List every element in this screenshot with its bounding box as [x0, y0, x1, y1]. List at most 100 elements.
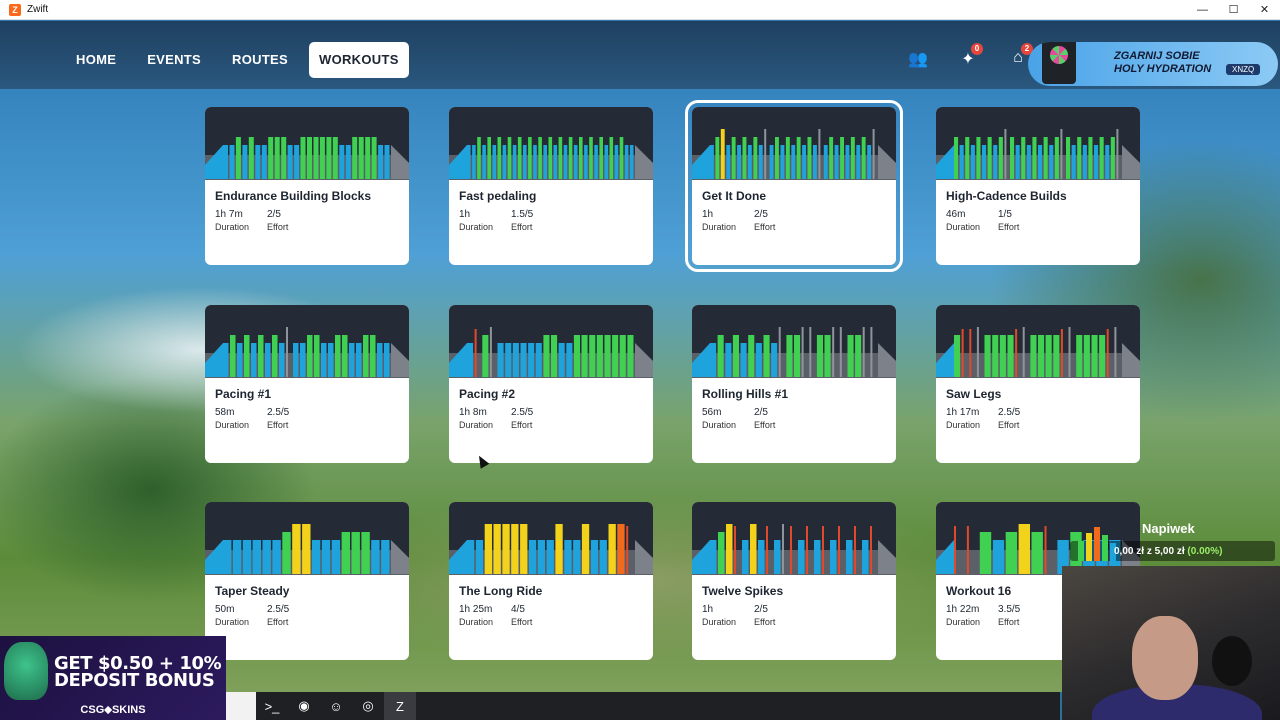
profile-interval-bar	[834, 145, 839, 179]
workout-card[interactable]: Rolling Hills #1 56m Duration 2/5 Effort	[692, 305, 896, 463]
profile-interval-bar	[806, 526, 808, 574]
profile-interval-bar	[251, 343, 257, 377]
profile-interval-bar	[627, 335, 634, 377]
tab-routes[interactable]: ROUTES	[232, 52, 289, 67]
profile-interval-bar	[850, 137, 855, 179]
workout-effort: 2.5/5 Effort	[511, 407, 533, 430]
warmup-ramp	[205, 145, 223, 179]
tip-progress-bar	[1070, 541, 1275, 561]
workout-card[interactable]: High-Cadence Builds 46m Duration 1/5 Effort	[936, 107, 1140, 265]
profile-interval-bar	[839, 327, 842, 377]
profile-interval-bar	[1105, 145, 1110, 179]
workout-card[interactable]: Endurance Building Blocks 1h 7m Duration 2/…	[205, 107, 409, 265]
tip-jar-icon	[1078, 527, 1116, 561]
close-icon[interactable]: ✕	[1259, 4, 1270, 16]
workout-card[interactable]: Saw Legs 1h 17m Duration 2.5/5 Effort	[936, 305, 1140, 463]
zwift-icon[interactable]: Z	[384, 692, 416, 720]
workout-effort: 2.5/5 Effort	[998, 407, 1020, 430]
profile-interval-bar	[798, 540, 805, 574]
workout-duration-value: 1h 7m	[215, 209, 243, 220]
profile-interval-bar	[614, 145, 619, 179]
profile-interval-bar	[261, 145, 267, 179]
garage-icon[interactable]: ⌂ 2	[1005, 43, 1033, 71]
profile-interval-bar	[1114, 327, 1117, 377]
workout-name: Rolling Hills #1	[702, 387, 789, 401]
profile-interval-bar	[558, 137, 563, 179]
workout-duration-label: Duration	[215, 222, 250, 232]
tab-workouts[interactable]: WORKOUTS	[309, 42, 409, 78]
profile-interval-bar	[523, 145, 527, 179]
nav-tabs: HOME EVENTS ROUTES WORKOUTS	[66, 42, 420, 78]
profile-interval-bar	[282, 532, 291, 574]
warmup-ramp	[449, 145, 467, 179]
webcam-person-head	[1132, 616, 1198, 700]
ride-ons-icon[interactable]: ✦ 0	[955, 43, 983, 71]
profile-interval-bar	[809, 327, 812, 377]
minimize-icon[interactable]: —	[1197, 4, 1208, 16]
profile-interval-bar	[1077, 137, 1082, 179]
workout-effort-label: Effort	[998, 420, 1020, 430]
obs-icon[interactable]: ◎	[362, 698, 374, 713]
profile-interval-bar	[845, 145, 850, 179]
workout-card[interactable]: Pacing #1 58m Duration 2.5/5 Effort	[205, 305, 409, 463]
friends-icon[interactable]: 👥	[908, 51, 928, 68]
profile-interval-bar	[824, 335, 831, 377]
profile-interval-bar	[300, 137, 306, 179]
workout-duration-label: Duration	[702, 617, 737, 627]
profile-interval-bar	[609, 137, 614, 179]
profile-interval-bar	[740, 343, 747, 377]
profile-interval-bar	[753, 137, 758, 179]
profile-interval-bar	[1022, 327, 1025, 377]
profile-interval-bar	[356, 343, 362, 377]
profile-interval-bar	[954, 137, 959, 179]
workout-duration: 1h Duration	[459, 209, 493, 232]
warmup-ramp	[449, 343, 467, 377]
profile-interval-bar	[489, 327, 492, 377]
profile-interval-bar	[807, 137, 812, 179]
tab-home[interactable]: HOME	[76, 52, 117, 67]
warmup-ramp	[936, 145, 954, 179]
workout-card[interactable]: Get It Done 1h Duration 2/5 Effort	[685, 100, 903, 272]
workout-card[interactable]: Pacing #2 1h 8m Duration 2.5/5 Effort	[449, 305, 653, 463]
profile-interval-bar	[870, 526, 872, 574]
profile-interval-bar	[604, 335, 611, 377]
discord-icon[interactable]: ☺	[329, 698, 343, 714]
profile-interval-bar	[758, 145, 763, 179]
workout-card[interactable]: The Long Ride 1h 25m Duration 4/5 Effort	[449, 502, 653, 660]
chrome-icon[interactable]: ◉	[298, 698, 310, 713]
profile-interval-bar	[992, 335, 999, 377]
workout-effort: 2/5 Effort	[754, 604, 775, 627]
maximize-icon[interactable]: ☐	[1228, 4, 1239, 16]
profile-interval-bar	[748, 335, 755, 377]
workout-duration-value: 1h 22m	[946, 604, 980, 615]
workout-card[interactable]: Fast pedaling 1h Duration 1.5/5 Effort	[449, 107, 653, 265]
ad-headline: ZGARNIJ SOBIE HOLY HYDRATION	[1114, 50, 1212, 75]
profile-interval-bar	[286, 327, 288, 377]
workout-effort-label: Effort	[511, 420, 533, 430]
taskbar-search[interactable]	[226, 692, 256, 720]
profile-interval-bar	[371, 137, 377, 179]
workout-duration: 1h 8m Duration	[459, 407, 493, 430]
workout-card[interactable]: Twelve Spikes 1h Duration 2/5 Effort	[692, 502, 896, 660]
workout-name: Pacing #2	[459, 387, 516, 401]
profile-interval-bar	[1045, 335, 1052, 377]
ad-banner[interactable]: ZGARNIJ SOBIE HOLY HYDRATION XNZQ	[1028, 42, 1278, 86]
profile-interval-bar	[755, 343, 762, 377]
profile-interval-bar	[507, 137, 512, 179]
profile-interval-bar	[1082, 145, 1087, 179]
profile-interval-bar	[546, 540, 554, 574]
workout-duration-label: Duration	[459, 617, 494, 627]
profile-interval-bar	[750, 524, 757, 574]
profile-interval-bar	[829, 137, 834, 179]
workout-card[interactable]: Taper Steady 50m Duration 2.5/5 Effort	[205, 502, 409, 660]
cooldown-ramp	[878, 145, 896, 179]
profile-interval-bar	[855, 335, 862, 377]
workout-duration-value: 1h	[702, 209, 714, 220]
profile-interval-bar	[517, 137, 522, 179]
profile-interval-bar	[563, 145, 568, 179]
tab-events[interactable]: EVENTS	[147, 52, 202, 67]
terminal-icon[interactable]: >_	[264, 698, 280, 714]
profile-interval-bar	[870, 327, 873, 377]
profile-interval-bar	[307, 335, 313, 377]
profile-interval-bar	[1038, 335, 1045, 377]
